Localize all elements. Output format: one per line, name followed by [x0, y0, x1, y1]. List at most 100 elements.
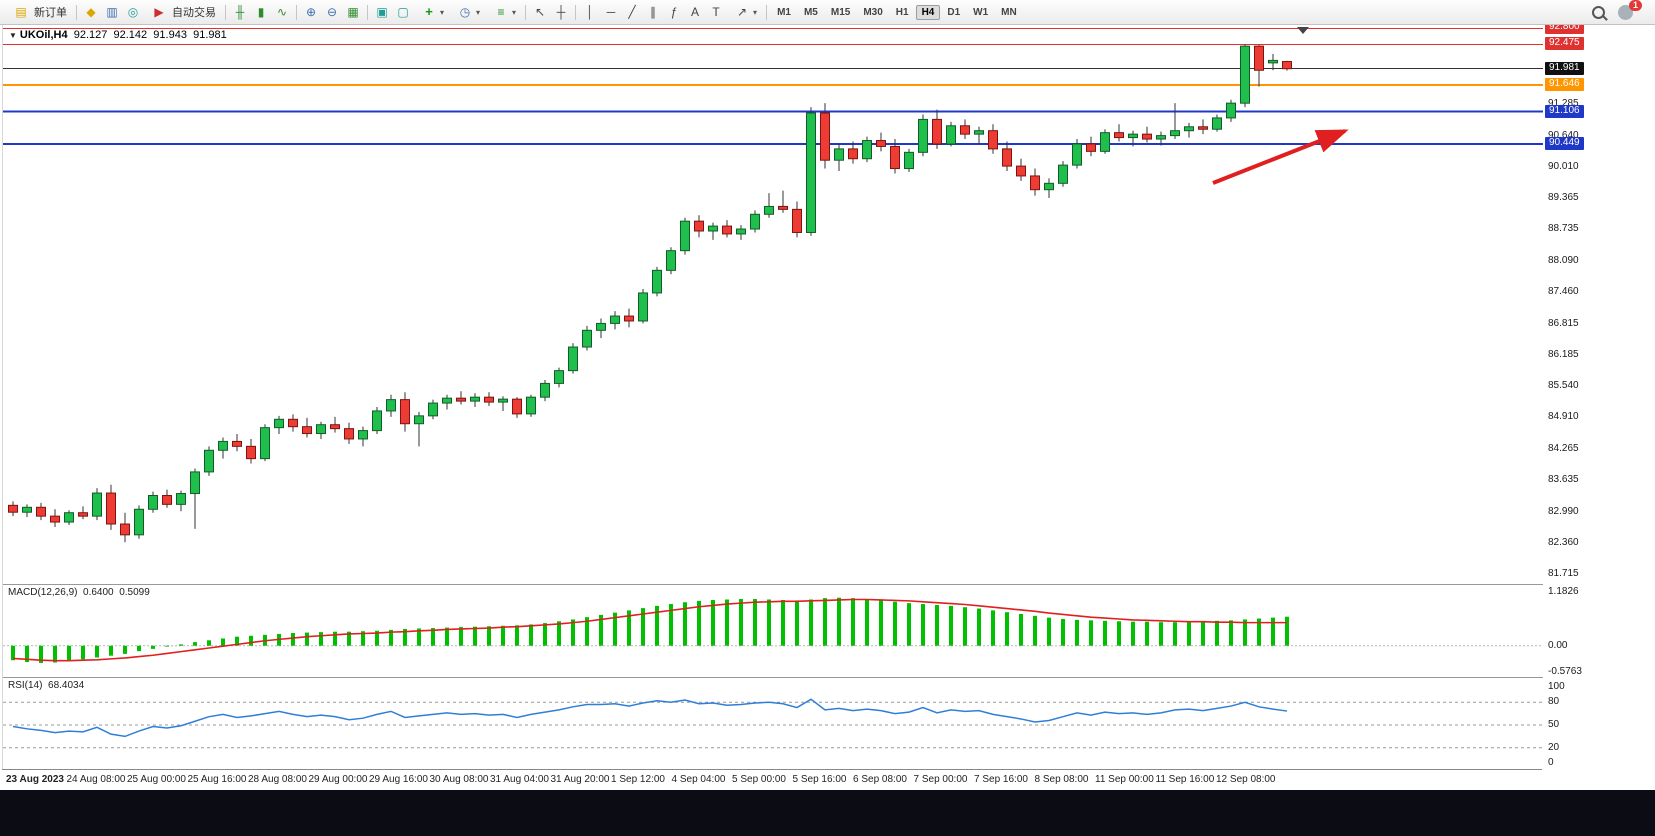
- price-axis[interactable]: 91.285 90.640 90.010 89.365 88.735 88.090 87.4…: [1543, 25, 1655, 769]
- grid-icon[interactable]: ▦: [347, 5, 359, 19]
- cascade-windows-icon[interactable]: ▢: [397, 5, 409, 19]
- price-tick-label: 84.265: [1548, 443, 1579, 455]
- timeframe-selector: M1 M5 M15 M30 H1 H4 D1 W1 MN: [771, 4, 1023, 20]
- timeframe-m5[interactable]: M5: [803, 6, 818, 18]
- price-tick-label: 82.360: [1548, 536, 1579, 548]
- macd-axis-label: 0.00: [1548, 639, 1568, 651]
- price-tick-label: 84.910: [1548, 411, 1579, 423]
- price-tick-label: 83.635: [1548, 474, 1579, 486]
- symbol-period-label: UKOil,H4: [19, 29, 68, 41]
- timeframe-d1[interactable]: D1: [947, 6, 961, 18]
- macd-signal-value: 0.5099: [119, 587, 150, 598]
- rsi-name: RSI(14): [8, 680, 43, 691]
- macd-panel[interactable]: MACD(12,26,9) 0.6400 0.5099: [3, 584, 1543, 678]
- zoom-in-icon[interactable]: ⊕: [305, 5, 317, 19]
- candlestick-chart-icon[interactable]: ▮: [257, 5, 265, 19]
- high-value: 92.142: [113, 29, 148, 41]
- chevron-down-icon: ▾: [476, 7, 481, 17]
- toolbar-separator: [575, 4, 577, 20]
- crosshair-icon[interactable]: ┼: [556, 5, 566, 19]
- time-label: 7 Sep 00:00: [913, 774, 968, 785]
- indicators-button[interactable]: ≡ ▾: [486, 1, 521, 23]
- time-label: 8 Sep 08:00: [1034, 774, 1089, 785]
- time-label: 5 Sep 00:00: [732, 774, 786, 785]
- price-tick-label: 86.815: [1548, 317, 1579, 329]
- price-line-badge: 90.449: [1545, 137, 1584, 151]
- candlestick-chart[interactable]: [3, 25, 1543, 584]
- toolbar-separator: [367, 4, 368, 20]
- toolbar: ▤ 新订单 ◆ ▥ ◎ ▶ 自动交易 ╫ ▮ ∿ ⊕ ⊖ ▦ ▣ ▢ + ▾ ◷…: [0, 0, 1655, 25]
- toolbar-separator: [296, 4, 297, 20]
- bottom-bar: [0, 790, 1655, 836]
- rsi-panel[interactable]: RSI(14) 68.4034: [3, 677, 1543, 770]
- text-label-icon[interactable]: T: [712, 5, 720, 19]
- time-label: 23 Aug 2023: [6, 774, 64, 785]
- toolbar-separator: [225, 4, 226, 20]
- navigator-icon[interactable]: ◎: [127, 5, 139, 19]
- arrows-tool-icon: ↗: [737, 5, 748, 19]
- vertical-line-icon[interactable]: │: [586, 5, 594, 19]
- timeframe-h1[interactable]: H1: [895, 6, 909, 18]
- rsi-axis-label: 100: [1548, 681, 1565, 693]
- profile-icon[interactable]: 1: [1618, 0, 1642, 20]
- chart-menu-caret-icon[interactable]: ▼: [9, 31, 17, 40]
- price-tick-label: 82.990: [1548, 505, 1579, 517]
- time-label: 31 Aug 04:00: [490, 774, 549, 785]
- new-order-button[interactable]: ▤ 新订单: [6, 1, 72, 23]
- rsi-axis-label: 0: [1548, 756, 1554, 768]
- line-chart-icon[interactable]: ∿: [276, 5, 288, 19]
- macd-chart[interactable]: [3, 585, 1543, 677]
- price-line-badge: 91.981: [1545, 61, 1584, 75]
- tile-windows-icon[interactable]: ▣: [376, 5, 388, 19]
- channel-icon[interactable]: ∥: [650, 5, 657, 19]
- price-tick-label: 90.640: [1548, 129, 1579, 141]
- rsi-axis-label: 50: [1548, 719, 1560, 731]
- time-label: 7 Sep 16:00: [974, 774, 1028, 785]
- time-axis[interactable]: 23 Aug 2023 24 Aug 08:00 25 Aug 00:00 25 Au…: [2, 769, 1542, 791]
- price-chart-panel[interactable]: ▼ UKOil,H4 92.127 92.142 91.943 91.981: [3, 25, 1543, 584]
- search-icon[interactable]: [1592, 5, 1605, 19]
- low-value: 91.943: [153, 29, 187, 41]
- open-value: 92.127: [73, 29, 108, 41]
- timeframe-w1[interactable]: W1: [973, 6, 989, 18]
- time-label: 5 Sep 16:00: [792, 774, 847, 785]
- new-chart-icon: +: [425, 4, 433, 19]
- time-label: 29 Aug 16:00: [369, 774, 428, 785]
- trendline-icon[interactable]: ╱: [628, 5, 636, 19]
- price-tick-label: 91.285: [1548, 97, 1579, 109]
- timeframe-mn[interactable]: MN: [1001, 6, 1017, 18]
- price-tick-label: 87.460: [1548, 285, 1579, 297]
- price-tick-label: 85.540: [1548, 380, 1579, 392]
- toolbar-separator: [525, 4, 527, 20]
- period-button[interactable]: ◷ ▾: [450, 1, 485, 23]
- zoom-out-icon[interactable]: ⊖: [326, 5, 338, 19]
- arrows-tool-button[interactable]: ↗ ▾: [727, 1, 762, 23]
- data-window-icon[interactable]: ▥: [106, 5, 118, 19]
- time-label: 28 Aug 08:00: [248, 774, 307, 785]
- bar-chart-icon[interactable]: ╫: [235, 5, 245, 19]
- horizontal-line-icon[interactable]: ─: [606, 5, 616, 19]
- rsi-axis-label: 20: [1548, 741, 1560, 753]
- rsi-chart[interactable]: [3, 678, 1543, 769]
- time-label: 25 Aug 16:00: [187, 774, 247, 785]
- timeframe-m1[interactable]: M1: [777, 6, 791, 18]
- text-icon[interactable]: A: [691, 5, 700, 19]
- auto-trading-button[interactable]: ▶ 自动交易: [144, 1, 221, 23]
- toolbar-separator: [766, 4, 768, 20]
- chart-title: ▼ UKOil,H4 92.127 92.142 91.943 91.981: [9, 29, 227, 41]
- cursor-icon[interactable]: ↖: [535, 5, 546, 19]
- toolbar-separator: [76, 4, 77, 20]
- indicators-icon: ≡: [497, 5, 505, 19]
- timeframe-m15[interactable]: M15: [830, 6, 851, 18]
- fibonacci-icon[interactable]: ƒ: [670, 5, 678, 19]
- market-watch-icon[interactable]: ◆: [86, 5, 96, 19]
- timeframe-h4[interactable]: H4: [915, 4, 941, 20]
- timeframe-m30[interactable]: M30: [863, 6, 883, 18]
- price-tick-label: 89.365: [1548, 192, 1579, 204]
- new-chart-button[interactable]: + ▾: [414, 1, 449, 23]
- macd-name: MACD(12,26,9): [8, 587, 78, 598]
- chart-window: ▼ UKOil,H4 92.127 92.142 91.943 91.981 MA…: [0, 25, 1655, 791]
- rsi-value: 68.4034: [48, 680, 85, 691]
- rsi-label: RSI(14) 68.4034: [8, 680, 84, 691]
- time-label: 1 Sep 12:00: [611, 774, 665, 785]
